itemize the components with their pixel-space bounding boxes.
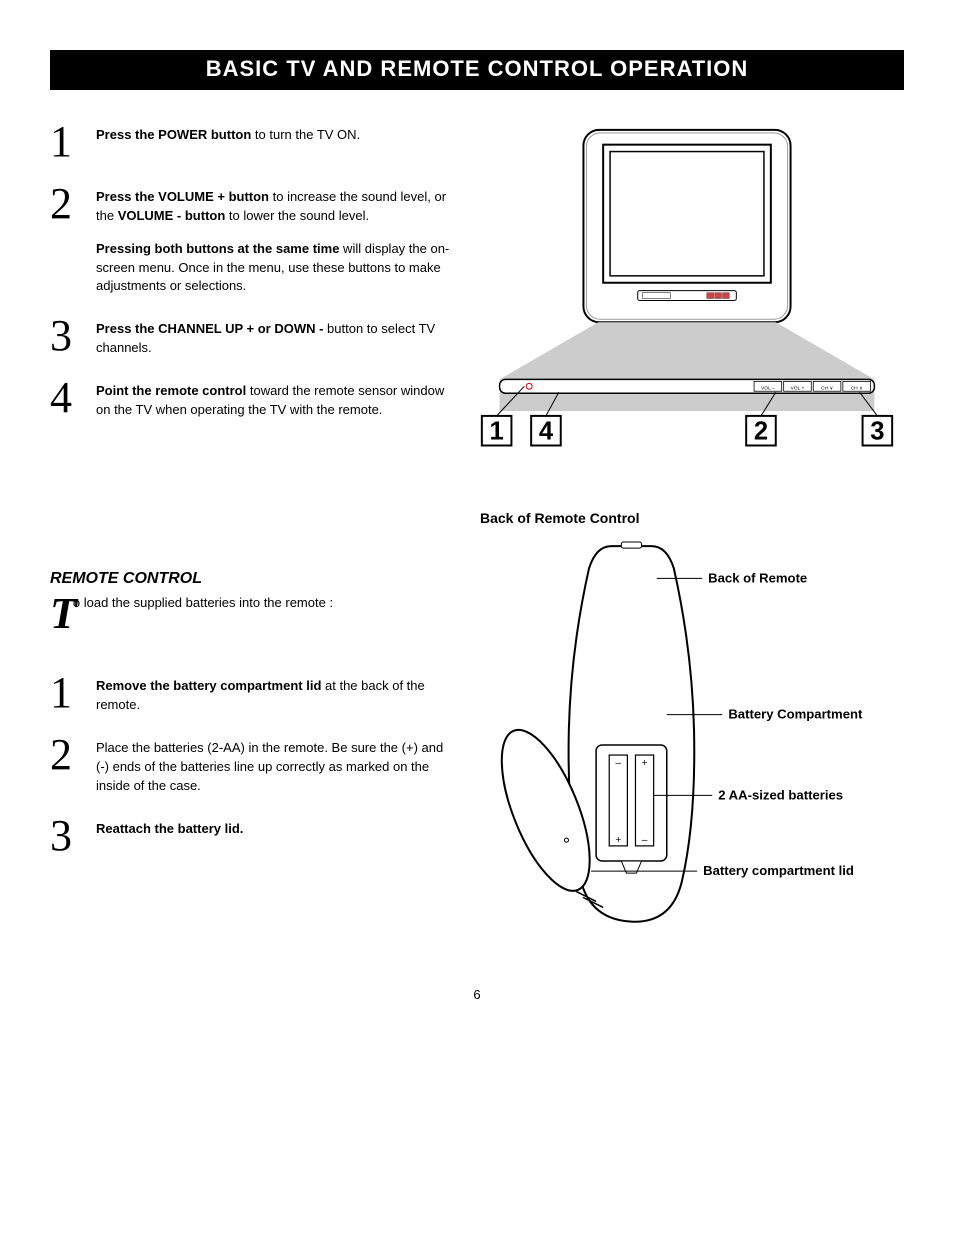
- remote-section-title: REMOTE CONTROL: [50, 570, 450, 588]
- page-number: 6: [50, 987, 904, 1002]
- step-3: 3 Press the CHANNEL UP + or DOWN - butto…: [50, 314, 450, 358]
- step-number: 3: [50, 814, 96, 858]
- remote-step-1: 1 Remove the battery compartment lid at …: [50, 671, 450, 715]
- remote-diagram-column: Back of Remote Control – + + –: [480, 510, 904, 947]
- svg-text:CH ∨: CH ∨: [821, 385, 833, 391]
- svg-text:+: +: [642, 758, 648, 769]
- svg-text:2: 2: [754, 418, 768, 446]
- remote-diagram: – + + – Back of Remote Battery Compar: [480, 538, 904, 942]
- step-bold: Press the CHANNEL UP + or DOWN -: [96, 321, 323, 336]
- remote-intro: To load the supplied batteries into the …: [50, 594, 450, 612]
- step-bold: Reattach the battery lid.: [96, 821, 243, 836]
- callout-back: Back of Remote: [708, 570, 807, 585]
- svg-text:+: +: [615, 835, 621, 846]
- remote-step-3: 3 Reattach the battery lid.: [50, 814, 450, 858]
- svg-text:3: 3: [870, 418, 884, 446]
- svg-text:1: 1: [490, 418, 504, 446]
- remote-step-2: 2 Place the batteries (2-AA) in the remo…: [50, 733, 450, 796]
- step-text: Place the batteries (2-AA) in the remote…: [96, 740, 443, 793]
- step-body: Press the POWER button to turn the TV ON…: [96, 120, 360, 145]
- step-body: Point the remote control toward the remo…: [96, 376, 450, 420]
- step-bold: Press the VOLUME + button: [96, 189, 269, 204]
- step-number: 2: [50, 733, 96, 777]
- step-bold: Remove the battery compartment lid: [96, 678, 321, 693]
- step-text-2: to lower the sound level.: [225, 208, 369, 223]
- page-title-bar: BASIC TV AND REMOTE CONTROL OPERATION: [50, 50, 904, 90]
- step-body: Remove the battery compartment lid at th…: [96, 671, 450, 715]
- step-number: 1: [50, 671, 96, 715]
- step-subpara: Pressing both buttons at the same time w…: [96, 240, 450, 297]
- sub-bold: Pressing both buttons at the same time: [96, 241, 339, 256]
- top-section: 1 Press the POWER button to turn the TV …: [50, 120, 904, 480]
- step-body: Reattach the battery lid.: [96, 814, 243, 839]
- svg-text:–: –: [616, 758, 622, 769]
- tv-diagram: VOL – VOL + CH ∨ CH ∧ 1 4 2: [470, 120, 904, 475]
- page: BASIC TV AND REMOTE CONTROL OPERATION 1 …: [0, 0, 954, 1032]
- tv-diagram-column: VOL – VOL + CH ∨ CH ∧ 1 4 2: [470, 120, 904, 480]
- step-1: 1 Press the POWER button to turn the TV …: [50, 120, 450, 164]
- svg-text:VOL –: VOL –: [761, 385, 775, 391]
- svg-text:VOL +: VOL +: [791, 385, 805, 391]
- step-number: 2: [50, 182, 96, 226]
- step-text: to turn the TV ON.: [251, 127, 360, 142]
- step-bold: Point the remote control: [96, 383, 246, 398]
- step-number: 4: [50, 376, 96, 420]
- callout-compartment: Battery Compartment: [728, 707, 863, 722]
- bottom-section: REMOTE CONTROL To load the supplied batt…: [50, 510, 904, 947]
- callout-batteries: 2 AA-sized batteries: [718, 788, 843, 803]
- step-body: Press the VOLUME + button to increase th…: [96, 182, 450, 296]
- step-body: Place the batteries (2-AA) in the remote…: [96, 733, 450, 796]
- back-remote-title: Back of Remote Control: [480, 510, 904, 526]
- remote-steps-column: REMOTE CONTROL To load the supplied batt…: [50, 510, 450, 947]
- svg-text:4: 4: [539, 418, 554, 446]
- step-4: 4 Point the remote control toward the re…: [50, 376, 450, 420]
- step-number: 3: [50, 314, 96, 358]
- callout-lid: Battery compartment lid: [703, 863, 854, 878]
- tv-steps-column: 1 Press the POWER button to turn the TV …: [50, 120, 450, 480]
- step-bold-2: VOLUME - button: [118, 208, 226, 223]
- svg-text:CH ∧: CH ∧: [851, 385, 863, 391]
- svg-text:–: –: [642, 835, 648, 846]
- step-body: Press the CHANNEL UP + or DOWN - button …: [96, 314, 450, 358]
- step-bold: Press the POWER button: [96, 127, 251, 142]
- step-2: 2 Press the VOLUME + button to increase …: [50, 182, 450, 296]
- remote-intro-text: o load the supplied batteries into the r…: [73, 595, 333, 610]
- step-number: 1: [50, 120, 96, 164]
